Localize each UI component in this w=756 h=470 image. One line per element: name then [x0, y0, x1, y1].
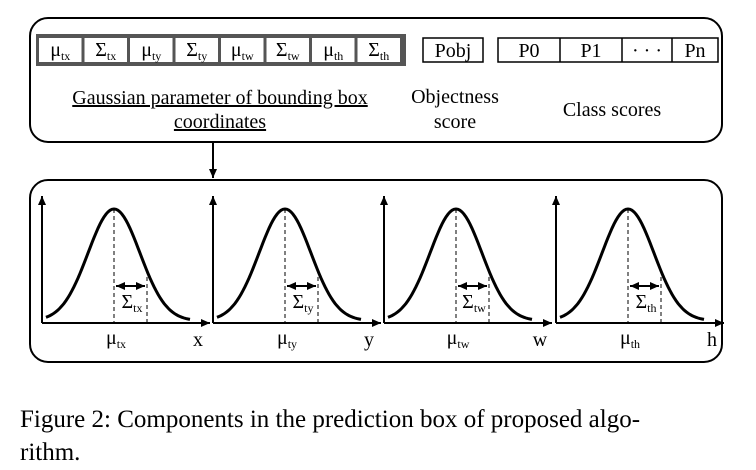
caption: rithm.	[20, 439, 80, 466]
param-cell	[312, 38, 355, 62]
param-cell-text: Σty	[186, 39, 207, 63]
mean-label: μtx	[106, 327, 126, 351]
param-cell-text-sub: ty	[198, 49, 207, 63]
objectness-cell	[422, 37, 484, 63]
mean-label: μtw	[447, 327, 470, 351]
sigma-label-sub: tx	[133, 301, 142, 315]
gaussian-label: coordinates	[174, 111, 266, 133]
param-cell-text-symbol: μ	[50, 39, 61, 61]
gaussian-curve	[559, 207, 705, 321]
param-cell-text-symbol: μ	[141, 39, 152, 61]
param-cell-text-sub: tw	[242, 49, 254, 63]
param-cell-text-symbol: μ	[323, 39, 334, 61]
gaussian-curve	[387, 207, 533, 321]
param-cell	[130, 38, 173, 62]
sigma-label-symbol: Σ	[122, 291, 134, 313]
param-cell	[175, 38, 218, 62]
sigma-label-sub: tw	[474, 301, 486, 315]
mean-label: μth	[620, 327, 640, 351]
axis-label: w	[533, 329, 548, 351]
param-cell-text-sub: ty	[152, 49, 161, 63]
param-cell	[84, 38, 127, 62]
param-cell-text-sub: tw	[288, 49, 300, 63]
param-cell-text-symbol: Σ	[276, 39, 288, 61]
bottom-box	[29, 179, 723, 363]
top-box	[29, 17, 723, 143]
param-cell-text: μtw	[231, 39, 254, 63]
axis-label: x	[193, 329, 203, 351]
param-cell-text-sub: tx	[107, 49, 116, 63]
caption: Figure 2: Components in the prediction b…	[20, 406, 640, 433]
axis-label: y	[364, 329, 374, 351]
sigma-label: Σtx	[122, 291, 143, 315]
sigma-label: Σtw	[462, 291, 486, 315]
param-cell-text-sub: th	[334, 49, 343, 63]
param-cell-text: Σtx	[95, 39, 116, 63]
objectness-cell-text: Pobj	[435, 40, 472, 62]
axis-label: h	[707, 329, 717, 351]
param-cell-text-sub: tx	[61, 49, 70, 63]
sigma-label-sub: ty	[304, 301, 313, 315]
mean-label-sub: tw	[457, 337, 469, 351]
objectness-label: Objectness	[411, 86, 499, 108]
mean-label-symbol: μ	[106, 327, 117, 349]
param-cell-text: μty	[141, 39, 161, 63]
param-cell	[221, 38, 264, 62]
sigma-label: Σty	[293, 291, 314, 315]
sigma-label-symbol: Σ	[636, 291, 648, 313]
mean-label-symbol: μ	[620, 327, 631, 349]
class-cell: P1	[580, 40, 601, 62]
objectness-label: score	[434, 111, 476, 133]
class-cell: P0	[518, 40, 539, 62]
class-box	[497, 37, 719, 63]
gaussian-curve	[216, 207, 362, 321]
param-cell	[39, 38, 82, 62]
param-cell-text: μth	[323, 39, 343, 63]
param-cell-text-symbol: μ	[231, 39, 242, 61]
mean-label-sub: th	[631, 337, 640, 351]
gaussian-curve	[45, 207, 191, 321]
sigma-label: Σth	[636, 291, 657, 315]
sigma-label-symbol: Σ	[462, 291, 474, 313]
sigma-label-symbol: Σ	[293, 291, 305, 313]
param-cell-text: Σtw	[276, 39, 300, 63]
param-cell-text: Σth	[368, 39, 389, 63]
class-cell: Pn	[684, 40, 705, 62]
mean-label-symbol: μ	[277, 327, 288, 349]
param-cell	[357, 38, 400, 62]
mean-label-symbol: μ	[447, 327, 458, 349]
param-cell-text-symbol: Σ	[186, 39, 198, 61]
param-cell-text-symbol: Σ	[368, 39, 380, 61]
param-cell-text-symbol: Σ	[95, 39, 107, 61]
gaussian-label: Gaussian parameter of bounding box	[72, 87, 367, 109]
mean-label-sub: tx	[117, 337, 126, 351]
class-dots: · · ·	[632, 40, 662, 62]
param-cell-text-sub: th	[380, 49, 389, 63]
param-cell-text: μtx	[50, 39, 70, 63]
sigma-label-sub: th	[647, 301, 656, 315]
param-cell	[266, 38, 309, 62]
mean-label: μty	[277, 327, 297, 351]
mean-label-sub: ty	[288, 337, 297, 351]
class-label: Class scores	[563, 99, 662, 121]
